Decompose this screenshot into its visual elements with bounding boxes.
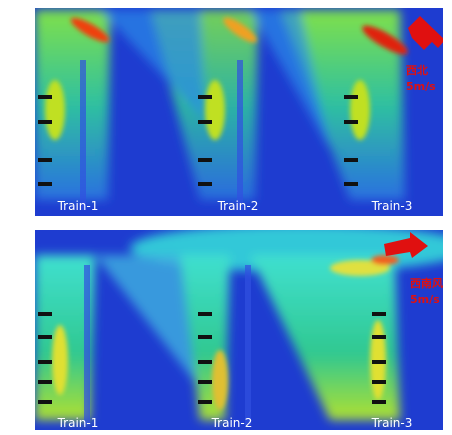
train-label: Train-1: [57, 416, 99, 430]
wind-label: 5m/s: [410, 293, 440, 306]
wind-label: 5m/s: [406, 80, 436, 93]
train-label: Train-2: [217, 199, 259, 213]
figure: Train-1 Train-2 Train-3 西北 5m/s Train-1 Train-…: [0, 0, 452, 435]
contour-panel-bottom: [35, 224, 452, 430]
train-label: Train-2: [211, 416, 253, 430]
wind-label: 西北: [406, 63, 428, 77]
train-label: Train-3: [371, 199, 413, 213]
wind-label: 西南风: [410, 276, 443, 290]
train-label: Train-1: [57, 199, 99, 213]
train-label: Train-3: [371, 416, 413, 430]
contour-panel-top: [35, 8, 445, 216]
